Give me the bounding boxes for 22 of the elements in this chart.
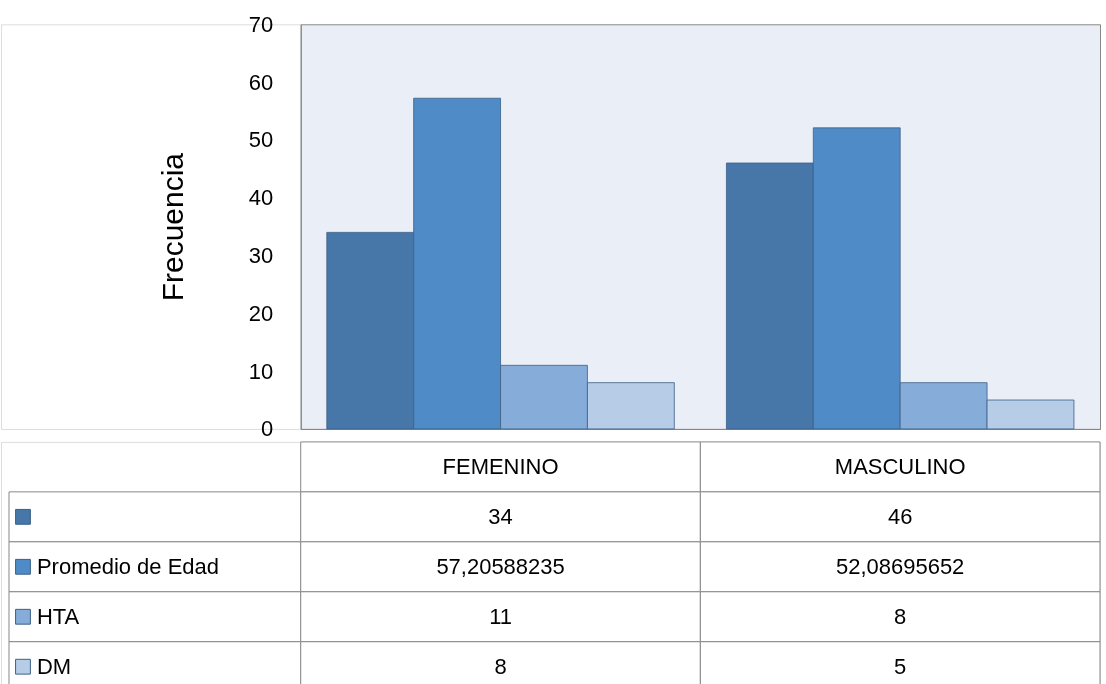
data-label: 57,20588235 [436,553,565,579]
x-tick-label: MASCULINO [834,453,966,479]
y-tick-label: 60 [248,69,274,95]
y-tick-label: 0 [261,416,274,442]
y-axis-title: Frecuencia [155,152,189,302]
y-tick-label: 50 [248,127,274,153]
data-label: 8 [494,653,507,679]
legend-label: HTA [36,603,80,629]
y-tick-label: 20 [248,300,274,326]
data-label: 8 [894,603,907,629]
y-tick-label: 70 [248,11,274,37]
legend-label: DM [36,653,72,679]
y-tick-label: 40 [248,185,274,211]
data-label: 52,08695652 [836,553,965,579]
legend-label: Promedio de Edad [36,553,219,579]
data-label: 11 [489,603,512,629]
y-tick-label: 10 [248,358,274,384]
x-tick-label: FEMENINO [442,453,559,479]
data-label: 46 [887,503,913,529]
data-label: 34 [488,503,513,529]
data-label: 5 [894,653,907,679]
y-tick-label: 30 [248,243,274,268]
